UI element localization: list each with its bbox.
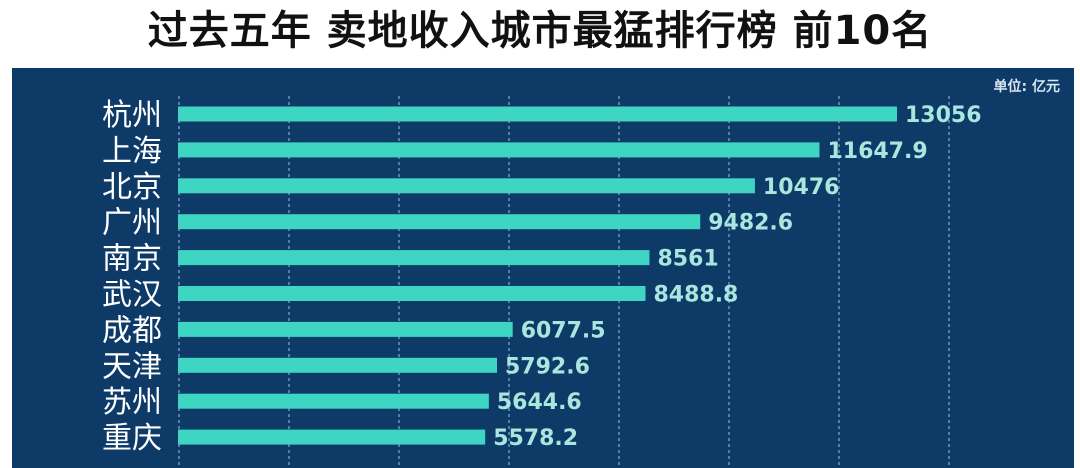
value-label: 5792.6 <box>505 354 590 379</box>
bar <box>178 142 820 158</box>
value-label: 9482.6 <box>708 211 793 236</box>
value-label: 5578.2 <box>493 426 578 451</box>
value-label: 5644.6 <box>497 390 582 415</box>
value-label: 6077.5 <box>521 318 606 343</box>
bar <box>178 106 897 122</box>
value-label: 10476 <box>763 175 840 200</box>
value-label: 8488.8 <box>653 283 738 308</box>
bar <box>178 214 701 230</box>
category-label: 上海 <box>102 134 162 169</box>
category-label: 武汉 <box>102 278 162 313</box>
bar <box>178 321 513 337</box>
bar <box>178 357 498 373</box>
bar <box>178 178 755 194</box>
category-label: 广州 <box>102 206 162 241</box>
category-label: 南京 <box>102 242 162 277</box>
bar <box>178 393 489 409</box>
chart-panel: 单位: 亿元 杭州 13056 上海 11647.9 北京 10476 广州 9482.6 南京… <box>12 68 1074 468</box>
category-label: 北京 <box>102 170 162 205</box>
category-label: 杭州 <box>102 98 162 133</box>
category-label: 苏州 <box>102 385 162 420</box>
value-label: 11647.9 <box>827 139 927 164</box>
page-title: 过去五年 卖地收入城市最猛排行榜 前10名 <box>147 8 933 54</box>
bar <box>178 286 646 301</box>
category-label: 重庆 <box>102 421 162 456</box>
unit-label: 单位: 亿元 <box>993 79 1060 95</box>
value-label: 13056 <box>905 103 982 128</box>
value-label: 8561 <box>657 247 718 272</box>
category-label: 天津 <box>102 349 162 384</box>
bar <box>178 429 486 445</box>
bar <box>178 250 650 266</box>
category-label: 成都 <box>102 313 162 348</box>
bar-chart: 杭州 13056 上海 11647.9 北京 10476 广州 9482.6 南京 8561 武汉 8… <box>102 96 982 466</box>
